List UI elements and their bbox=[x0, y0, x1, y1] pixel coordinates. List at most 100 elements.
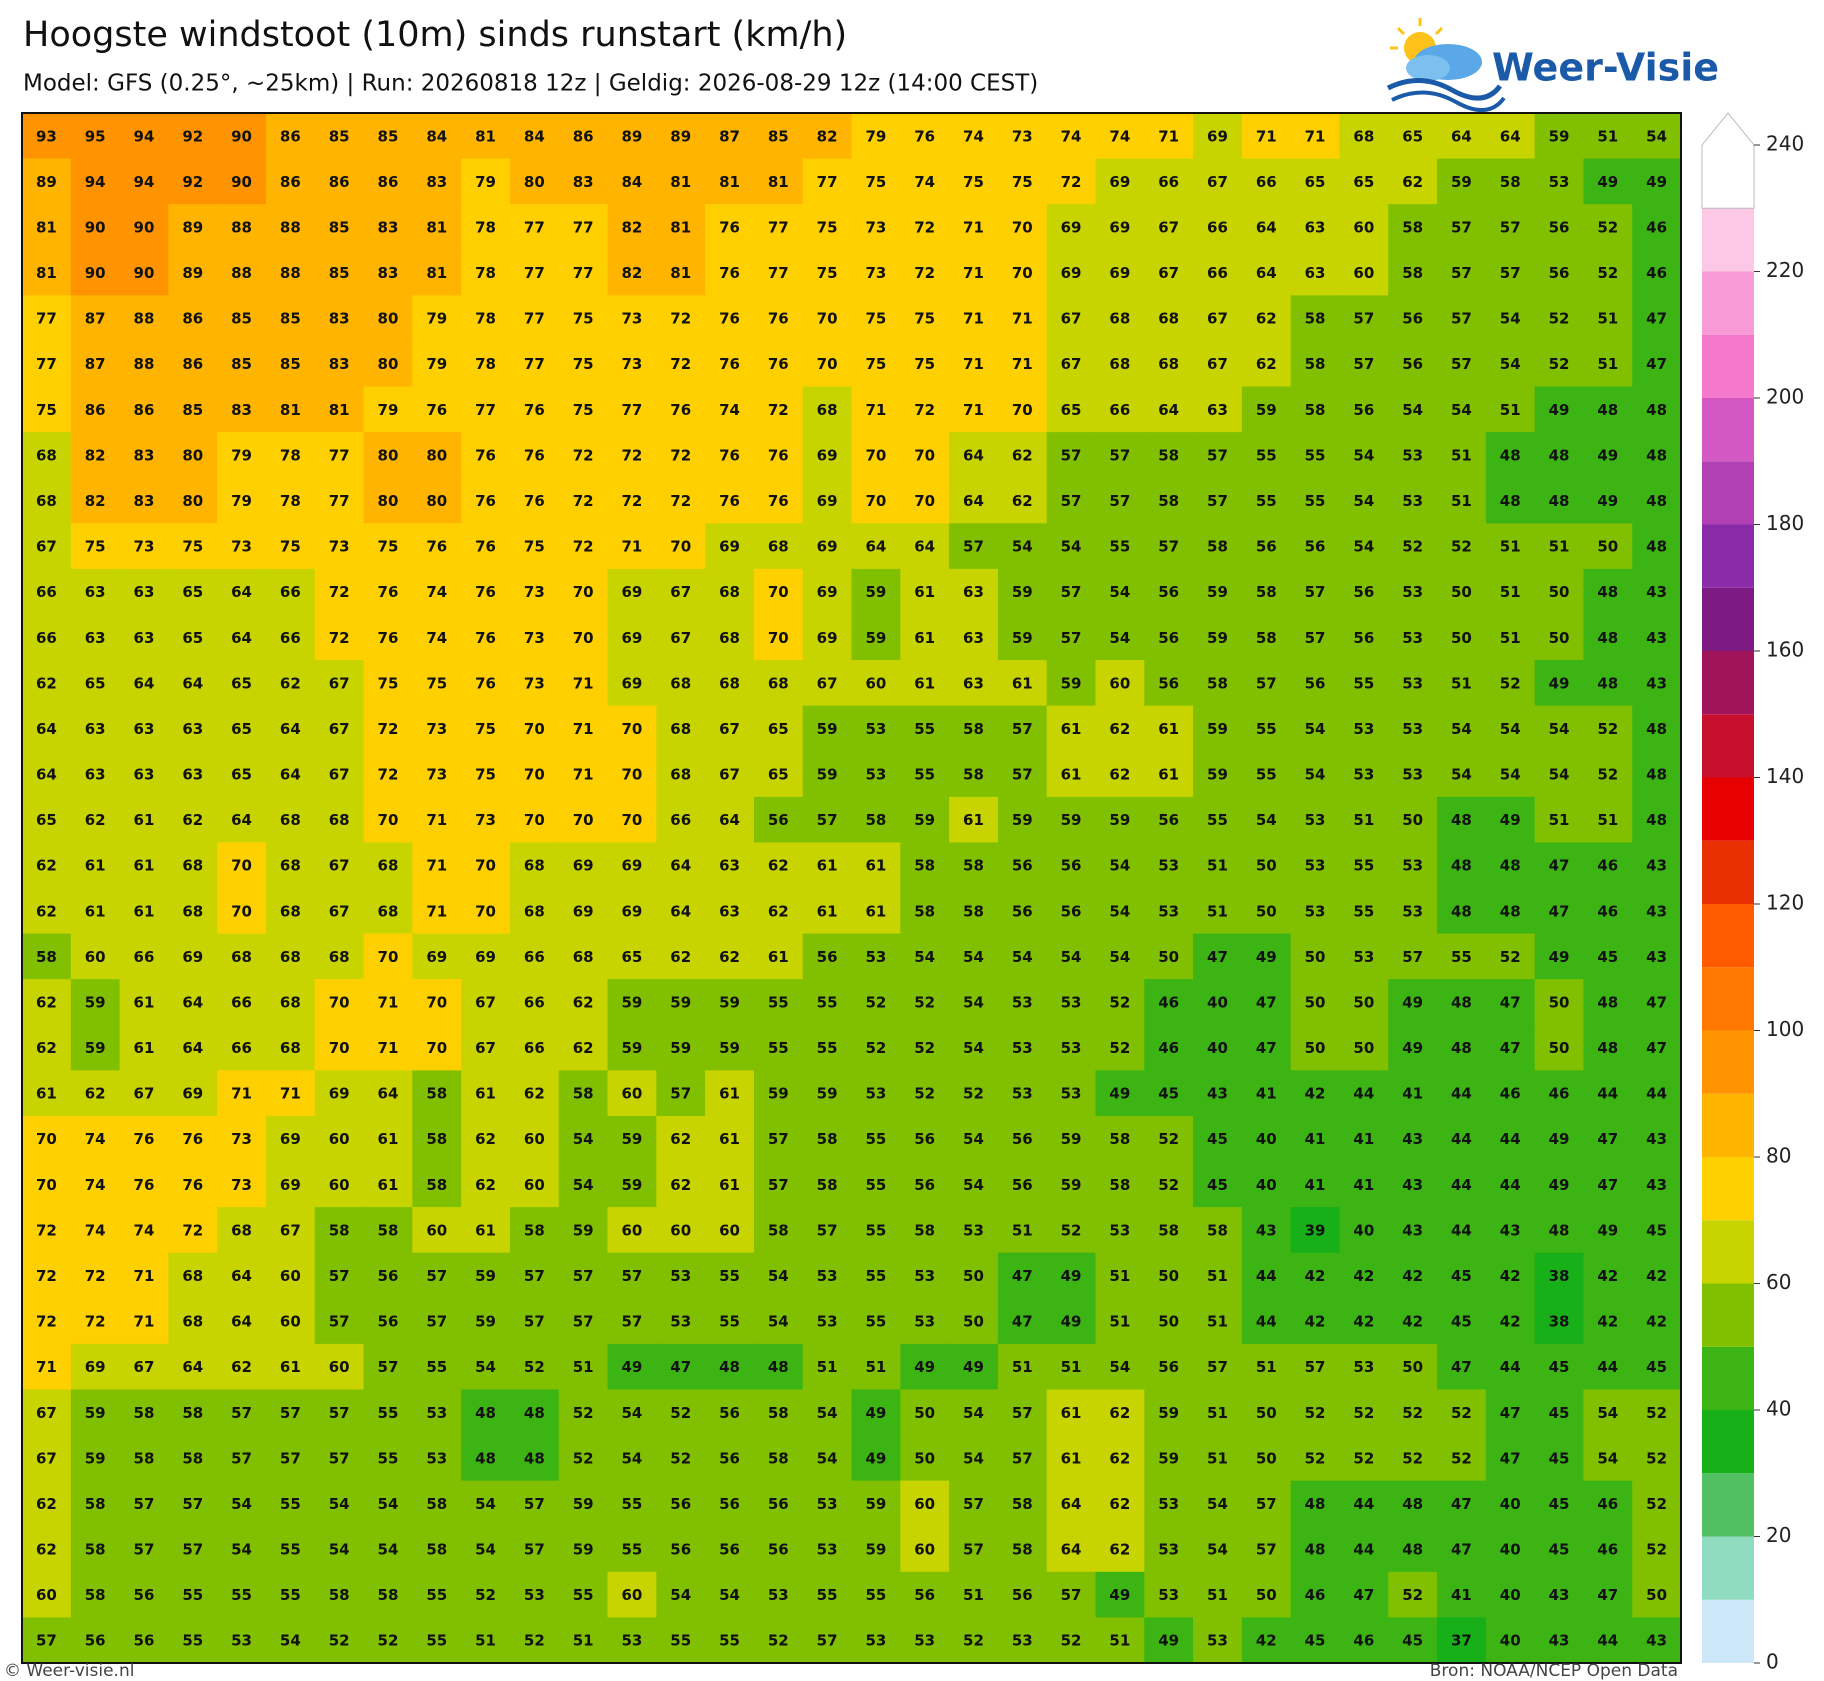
wind-cell bbox=[656, 979, 706, 1026]
wind-cell bbox=[1437, 1024, 1487, 1071]
wind-cell bbox=[607, 979, 657, 1026]
wind-value: 71 bbox=[36, 1358, 57, 1376]
wind-value: 40 bbox=[1500, 1495, 1521, 1513]
wind-cell bbox=[1388, 568, 1438, 616]
wind-cell bbox=[1437, 1526, 1487, 1573]
wind-cell bbox=[168, 1252, 218, 1299]
wind-cell bbox=[119, 1343, 169, 1391]
wind-value: 61 bbox=[1061, 1449, 1082, 1467]
wind-value: 61 bbox=[914, 629, 935, 647]
wind-value: 70 bbox=[475, 857, 496, 875]
wind-value: 42 bbox=[1646, 1267, 1667, 1285]
wind-value: 64 bbox=[182, 1358, 203, 1376]
wind-cell bbox=[412, 1389, 462, 1436]
wind-cell bbox=[1193, 979, 1243, 1026]
wind-cell bbox=[753, 1070, 804, 1117]
wind-value: 74 bbox=[426, 629, 447, 647]
wind-cell bbox=[558, 1617, 609, 1664]
wind-value: 68 bbox=[280, 902, 301, 920]
wind-cell bbox=[705, 888, 755, 935]
wind-cell bbox=[1095, 979, 1145, 1026]
wind-cell bbox=[656, 614, 706, 661]
wind-cell bbox=[656, 660, 706, 707]
wind-cell bbox=[22, 340, 72, 388]
wind-cell bbox=[1583, 1343, 1633, 1391]
wind-value: 55 bbox=[621, 1541, 642, 1559]
wind-cell bbox=[802, 705, 853, 752]
wind-cell bbox=[1485, 751, 1536, 798]
wind-value: 70 bbox=[378, 811, 399, 829]
wind-value: 54 bbox=[963, 1130, 984, 1148]
wind-cell bbox=[949, 432, 999, 479]
wind-value: 70 bbox=[1012, 264, 1033, 282]
wind-value: 53 bbox=[1353, 720, 1374, 738]
colorbar-segment bbox=[1702, 587, 1754, 651]
wind-cell bbox=[705, 1480, 755, 1527]
wind-cell bbox=[412, 113, 462, 160]
wind-value: 47 bbox=[1549, 857, 1570, 875]
wind-cell bbox=[1339, 1115, 1389, 1163]
wind-value: 72 bbox=[914, 264, 935, 282]
wind-value: 46 bbox=[1597, 1541, 1618, 1559]
wind-value: 49 bbox=[1158, 1632, 1179, 1650]
wind-cell bbox=[461, 1070, 511, 1117]
wind-value: 53 bbox=[1305, 811, 1326, 829]
wind-value: 70 bbox=[865, 492, 886, 510]
wind-cell bbox=[1193, 523, 1243, 570]
wind-value: 58 bbox=[134, 1404, 155, 1422]
wind-value: 76 bbox=[914, 127, 935, 145]
wind-value: 55 bbox=[865, 1221, 886, 1239]
wind-value: 71 bbox=[280, 1085, 301, 1103]
wind-cell bbox=[265, 1024, 316, 1071]
wind-cell bbox=[1632, 1070, 1682, 1117]
wind-cell bbox=[70, 796, 121, 844]
wind-cell bbox=[461, 796, 511, 844]
wind-value: 95 bbox=[85, 127, 106, 145]
wind-cell bbox=[119, 1617, 169, 1664]
wind-value: 58 bbox=[36, 948, 57, 966]
wind-cell bbox=[1241, 477, 1292, 524]
wind-value: 59 bbox=[768, 1085, 789, 1103]
wind-cell bbox=[1583, 614, 1633, 661]
wind-cell bbox=[1144, 477, 1194, 524]
wind-value: 71 bbox=[963, 355, 984, 373]
wind-value: 55 bbox=[1353, 902, 1374, 920]
wind-cell bbox=[997, 1115, 1048, 1163]
wind-cell bbox=[1632, 1435, 1682, 1482]
wind-cell bbox=[217, 1571, 267, 1619]
wind-cell bbox=[1485, 477, 1536, 524]
wind-value: 81 bbox=[329, 401, 350, 419]
wind-value: 64 bbox=[36, 720, 57, 738]
wind-value: 48 bbox=[1597, 674, 1618, 692]
colorbar-segment bbox=[1702, 1093, 1754, 1157]
wind-value: 42 bbox=[1402, 1267, 1423, 1285]
wind-value: 64 bbox=[670, 902, 691, 920]
wind-value: 59 bbox=[1207, 766, 1228, 784]
wind-value: 94 bbox=[85, 173, 106, 191]
wind-value: 66 bbox=[280, 583, 301, 601]
wind-cell bbox=[1144, 1252, 1194, 1299]
wind-cell bbox=[705, 1070, 755, 1117]
wind-value: 50 bbox=[1549, 629, 1570, 647]
wind-cell bbox=[1485, 1571, 1536, 1619]
wind-value: 38 bbox=[1549, 1313, 1570, 1331]
wind-cell bbox=[363, 1435, 413, 1482]
wind-value: 51 bbox=[1500, 401, 1521, 419]
wind-value: 62 bbox=[1109, 720, 1130, 738]
colorbar-label: 240 bbox=[1766, 132, 1804, 156]
wind-cell bbox=[851, 295, 901, 342]
wind-cell bbox=[1095, 1161, 1145, 1208]
wind-value: 49 bbox=[1597, 1221, 1618, 1239]
wind-cell bbox=[217, 158, 267, 205]
wind-cell bbox=[656, 1526, 706, 1573]
wind-value: 77 bbox=[329, 446, 350, 464]
wind-value: 66 bbox=[36, 583, 57, 601]
wind-value: 57 bbox=[231, 1404, 252, 1422]
wind-value: 72 bbox=[378, 720, 399, 738]
wind-cell bbox=[1388, 1298, 1438, 1345]
wind-cell bbox=[656, 113, 706, 160]
wind-cell bbox=[802, 113, 853, 160]
wind-cell bbox=[1388, 477, 1438, 524]
wind-value: 76 bbox=[134, 1176, 155, 1194]
wind-value: 72 bbox=[182, 1221, 203, 1239]
